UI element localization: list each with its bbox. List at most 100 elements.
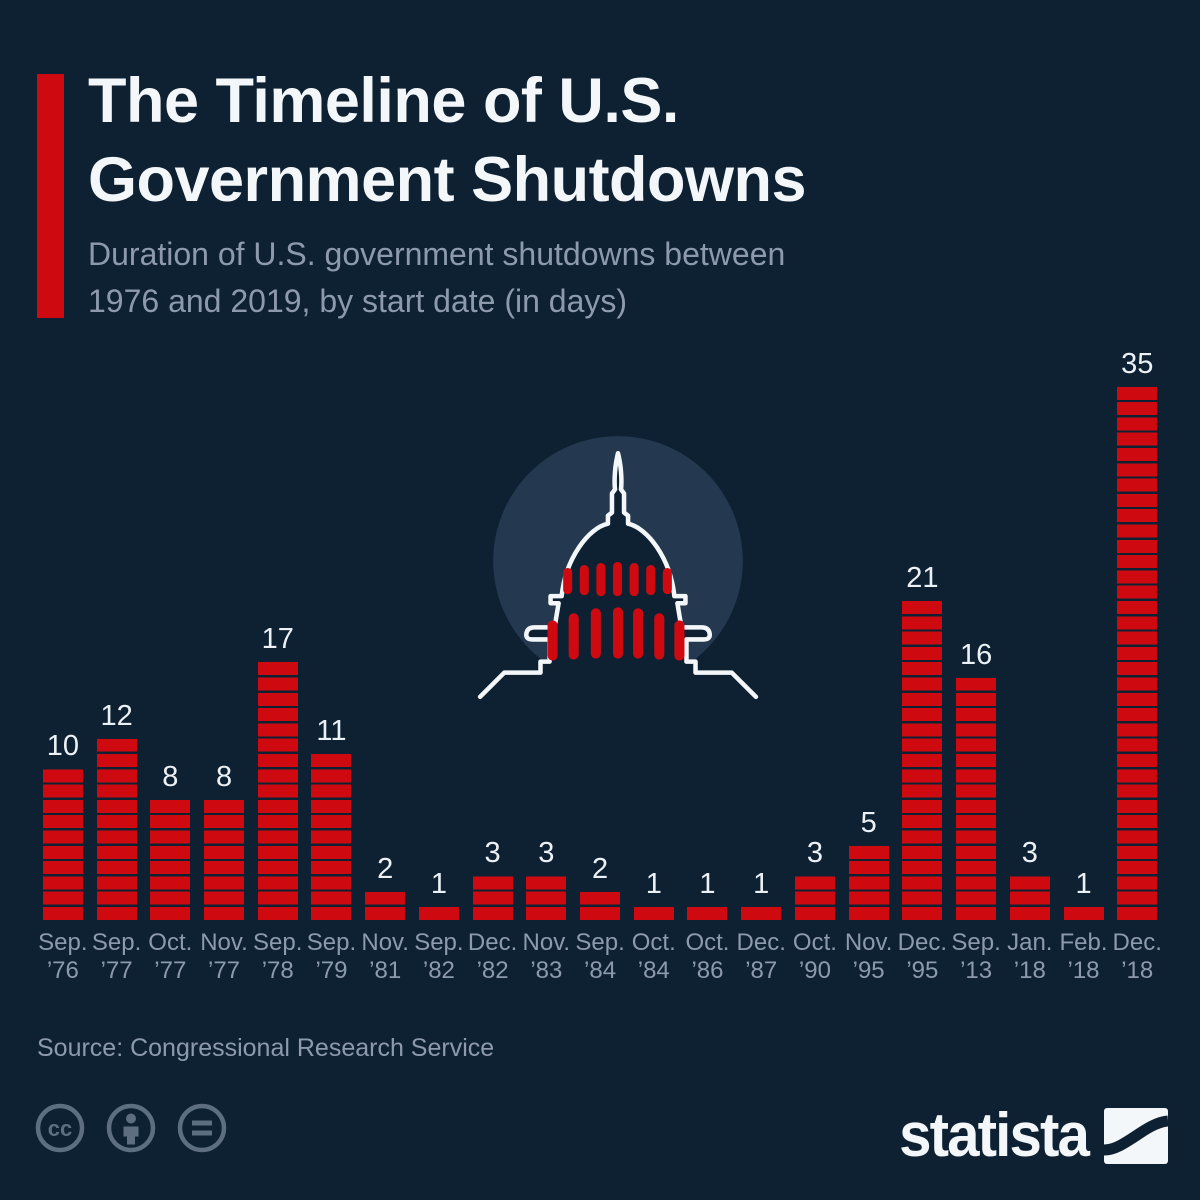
bar xyxy=(902,601,943,920)
x-tick-year: ’95 xyxy=(852,957,885,984)
bar xyxy=(526,876,567,920)
bar xyxy=(580,891,621,920)
x-tick-year: ’78 xyxy=(261,957,294,984)
bars-row: 10 12 8 8 17 11 2 1 3 3 2 1 1 1 3 5 21 16 3 1 35 xyxy=(36,348,1164,920)
x-tick-month: Dec. xyxy=(1112,929,1162,956)
capitol-outline xyxy=(477,450,759,700)
x-tick-month: Sep. xyxy=(91,929,142,956)
x-tick-label: Sep. ’82 xyxy=(412,929,466,985)
statista-logo: statista xyxy=(887,1105,1168,1167)
x-tick-year: ’77 xyxy=(208,957,241,984)
x-tick-year: ’86 xyxy=(691,957,724,984)
bar xyxy=(365,891,406,920)
bar-value-label: 3 xyxy=(806,837,823,870)
bar-column: 3 xyxy=(519,837,573,920)
x-tick-month: Sep. xyxy=(575,929,625,956)
bar-value-label: 5 xyxy=(860,806,877,839)
x-tick-month: Sep. xyxy=(414,929,464,956)
source-note: Source: Congressional Research Service xyxy=(37,1034,495,1062)
bar-column: 3 xyxy=(788,837,842,920)
x-tick-year: ’83 xyxy=(530,957,563,984)
x-tick-month: Sep. xyxy=(253,929,303,956)
bar xyxy=(1009,876,1050,920)
x-tick-month: Sep. xyxy=(38,929,88,956)
x-tick-label: Sep. ’84 xyxy=(573,929,627,985)
bar-column: 2 xyxy=(358,853,412,920)
attribution-icon xyxy=(106,1103,156,1153)
subtitle-line-1: Duration of U.S. government shutdowns be… xyxy=(88,236,786,272)
bar-value-label: 17 xyxy=(261,623,294,656)
license-icons: cc xyxy=(35,1103,227,1153)
bar-column: 21 xyxy=(896,562,950,920)
x-tick-label: Sep. ’78 xyxy=(251,929,305,985)
x-tick-month: Nov. xyxy=(522,929,571,956)
bar-value-label: 21 xyxy=(906,562,939,594)
chart-subtitle: Duration of U.S. government shutdowns be… xyxy=(88,231,785,325)
bar-column: 35 xyxy=(1110,348,1164,920)
bar-column: 1 xyxy=(681,868,735,920)
no-derivatives-icon xyxy=(177,1103,227,1153)
bar xyxy=(794,876,835,920)
x-tick-month: Oct. xyxy=(631,929,676,956)
x-tick-month: Oct. xyxy=(685,929,730,956)
x-tick-label: Sep. ’79 xyxy=(305,929,359,985)
bar-value-label: 2 xyxy=(377,852,394,885)
x-tick-year: ’82 xyxy=(422,957,455,984)
bar-value-label: 3 xyxy=(538,837,555,870)
bar-value-label: 10 xyxy=(46,730,79,763)
bar-column: 16 xyxy=(949,639,1003,920)
x-tick-year: ’79 xyxy=(315,957,348,984)
x-tick-month: Dec. xyxy=(736,929,786,956)
x-tick-label: Dec. ’18 xyxy=(1110,929,1164,985)
x-tick-year: ’81 xyxy=(369,957,402,984)
svg-text:cc: cc xyxy=(48,1116,72,1141)
statista-wave-logo-icon xyxy=(1104,1108,1168,1164)
bar-value-label: 2 xyxy=(591,852,609,885)
bar-column: 3 xyxy=(466,837,520,920)
x-tick-month: Nov. xyxy=(200,929,248,956)
x-tick-month: Sep. xyxy=(306,929,357,956)
bar-value-label: 1 xyxy=(1075,868,1092,900)
statista-wordmark: statista xyxy=(898,1101,1090,1170)
bar-value-label: 8 xyxy=(215,760,233,793)
bar-value-label: 3 xyxy=(1021,837,1038,870)
x-tick-label: Nov. ’81 xyxy=(358,929,412,985)
x-tick-label: Oct. ’86 xyxy=(681,929,735,985)
bar xyxy=(42,769,83,920)
bar xyxy=(633,907,674,920)
x-tick-month: Dec. xyxy=(897,929,948,956)
bar-column: 1 xyxy=(412,868,466,920)
x-tick-label: Dec. ’82 xyxy=(466,929,520,985)
bar-value-label: 1 xyxy=(753,868,770,900)
bar-column: 1 xyxy=(627,868,681,920)
bar-value-label: 1 xyxy=(430,868,447,900)
bar-value-label: 11 xyxy=(316,715,347,747)
bar-column: 17 xyxy=(251,623,305,920)
bar-column: 1 xyxy=(734,868,788,920)
bar-column: 3 xyxy=(1003,837,1057,920)
bar-column: 8 xyxy=(197,761,251,920)
bar-column: 1 xyxy=(1057,868,1111,920)
bar xyxy=(418,907,459,920)
x-tick-year: ’77 xyxy=(154,957,187,984)
bar-value-label: 3 xyxy=(484,837,501,870)
x-tick-year: ’95 xyxy=(906,957,939,984)
shutdown-duration-chart: 10 12 8 8 17 11 2 1 3 3 2 1 1 1 3 5 21 16 3 1 35 Sep. ’76 Sep.… xyxy=(36,348,1164,985)
x-tick-label: Dec. ’95 xyxy=(896,929,950,985)
x-tick-year: ’82 xyxy=(476,957,509,984)
bar xyxy=(848,845,889,920)
x-tick-year: ’76 xyxy=(46,957,79,984)
x-tick-month: Sep. xyxy=(951,929,1001,956)
x-tick-label: Nov. ’95 xyxy=(842,929,896,985)
x-tick-year: ’84 xyxy=(637,957,670,984)
x-tick-label: Feb. ’18 xyxy=(1057,929,1111,985)
bar-column: 11 xyxy=(305,715,359,920)
x-tick-month: Jan. xyxy=(1007,929,1053,956)
us-capitol-icon xyxy=(477,436,759,705)
x-axis-labels: Sep. ’76 Sep. ’77 Oct. ’77 Nov. ’77 Sep. ’78 Sep.’… xyxy=(36,929,1164,985)
bar-value-label: 35 xyxy=(1121,347,1154,380)
x-tick-label: Oct. ’90 xyxy=(788,929,842,985)
x-tick-month: Feb. xyxy=(1059,929,1108,956)
bar xyxy=(150,799,191,920)
